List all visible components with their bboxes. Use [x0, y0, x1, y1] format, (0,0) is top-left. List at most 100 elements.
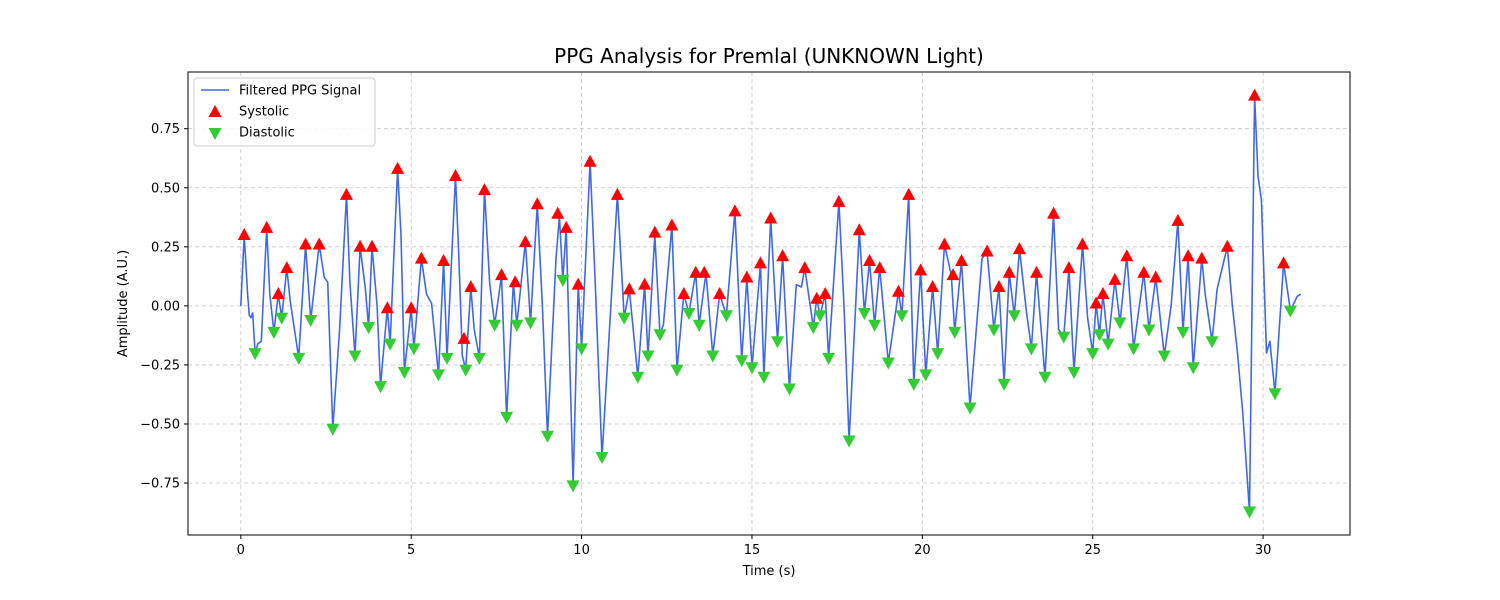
systolic-marker	[559, 220, 573, 233]
diastolic-marker	[1067, 367, 1081, 380]
diastolic-marker	[822, 352, 836, 365]
systolic-marker	[271, 287, 285, 300]
diastolic-marker	[275, 312, 289, 325]
chart-title: PPG Analysis for Premlal (UNKNOWN Light)	[554, 44, 984, 68]
legend-label: Filtered PPG Signal	[239, 84, 361, 99]
systolic-marker	[391, 161, 405, 174]
systolic-marker	[873, 261, 887, 274]
y-tick-label: −0.25	[140, 358, 180, 373]
diastolic-marker	[895, 310, 909, 323]
diastolic-marker	[397, 367, 411, 380]
diastolic-marker	[813, 310, 827, 323]
diastolic-marker	[1142, 324, 1156, 337]
legend-label: Systolic	[239, 105, 289, 120]
diastolic-marker	[641, 350, 655, 363]
diastolic-marker	[907, 378, 921, 391]
diastolic-marker	[326, 423, 340, 436]
systolic-marker	[477, 183, 491, 196]
systolic-marker	[740, 270, 754, 283]
diastolic-marker	[348, 350, 362, 363]
systolic-marker	[583, 154, 597, 167]
diastolic-marker	[383, 338, 397, 351]
x-tick-label: 25	[1084, 543, 1101, 558]
systolic-marker	[713, 287, 727, 300]
y-tick-label: 0.50	[151, 181, 180, 196]
diastolic-marker	[510, 319, 524, 332]
diastolic-marker	[595, 452, 609, 465]
systolic-marker	[677, 287, 691, 300]
systolic-marker	[697, 265, 711, 278]
diastolic-marker	[472, 352, 486, 365]
y-tick-label: −0.75	[140, 477, 180, 492]
diastolic-marker	[523, 317, 537, 330]
systolic-marker	[891, 284, 905, 297]
systolic-marker	[610, 187, 624, 200]
systolic-marker	[937, 237, 951, 250]
diastolic-marker	[919, 369, 933, 382]
x-axis-label: Time (s)	[742, 564, 796, 579]
y-axis-label: Amplitude (A.U.)	[116, 250, 131, 357]
diastolic-marker	[1157, 350, 1171, 363]
systolic-marker	[863, 253, 877, 266]
diastolic-marker	[362, 322, 376, 335]
diastolic-marker	[857, 307, 871, 320]
diastolic-marker	[771, 336, 785, 349]
diastolic-marker	[431, 369, 445, 382]
diastolic-marker	[963, 402, 977, 415]
x-tick-label: 30	[1255, 543, 1272, 558]
systolic-marker	[1047, 206, 1061, 219]
diastolic-marker	[488, 319, 502, 332]
systolic-marker	[946, 268, 960, 281]
diastolic-marker	[997, 378, 1011, 391]
systolic-marker	[1002, 265, 1016, 278]
systolic-marker	[902, 187, 916, 200]
diastolic-marker	[374, 381, 388, 394]
systolic-marker	[299, 237, 313, 250]
systolic-marker	[818, 287, 832, 300]
diastolic-marker	[757, 371, 771, 384]
diastolic-marker	[1093, 329, 1107, 342]
legend-box	[193, 77, 376, 147]
systolic-marker	[495, 268, 509, 281]
diastolic-marker	[1268, 388, 1282, 401]
systolic-marker	[1137, 265, 1151, 278]
systolic-marker	[1062, 261, 1076, 274]
diastolic-marker	[631, 371, 645, 384]
diastolic-marker	[1283, 305, 1297, 318]
x-tick-label: 5	[407, 543, 415, 558]
systolic-marker	[852, 223, 866, 236]
diastolic-marker	[575, 343, 589, 356]
diastolic-marker	[1086, 348, 1100, 361]
systolic-marker	[260, 220, 274, 233]
systolic-marker	[551, 206, 565, 219]
diastolic-marker	[670, 364, 684, 377]
diastolic-marker	[948, 326, 962, 339]
systolic-marker	[832, 194, 846, 207]
systolic-marker	[571, 277, 585, 290]
diastolic-marker	[1205, 336, 1219, 349]
diastolic-marker	[267, 326, 281, 339]
systolic-marker	[518, 235, 532, 248]
x-tick-label: 20	[914, 543, 931, 558]
diastolic-marker	[292, 352, 306, 365]
systolic-marker	[312, 237, 326, 250]
diastolic-marker	[782, 383, 796, 396]
diastolic-marker	[706, 350, 720, 363]
diastolic-marker	[806, 322, 820, 335]
systolic-marker	[914, 263, 928, 276]
x-tick-label: 0	[237, 543, 245, 558]
systolic-marker	[926, 279, 940, 292]
legend-diastolic-swatch	[208, 128, 222, 140]
legend-label: Diastolic	[239, 126, 295, 141]
diastolic-marker	[440, 352, 454, 365]
legend: Filtered PPG Signal Systolic Diastolic	[193, 77, 376, 147]
diastolic-marker	[735, 355, 749, 368]
systolic-marker	[380, 301, 394, 314]
legend-systolic-swatch	[208, 105, 222, 117]
diastolic-marker	[931, 348, 945, 361]
systolic-marker	[1012, 242, 1026, 255]
systolic-marker	[437, 253, 451, 266]
systolic-marker	[638, 277, 652, 290]
systolic-marker	[665, 218, 679, 231]
systolic-marker	[414, 251, 428, 264]
